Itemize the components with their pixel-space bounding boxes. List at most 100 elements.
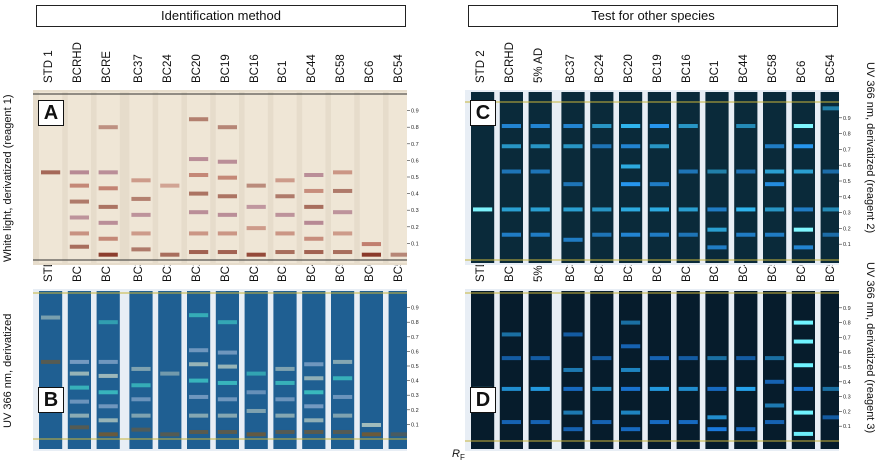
lane-a-4: [158, 92, 182, 263]
band-b-7-2: [246, 390, 266, 395]
band-c-1-3: [501, 144, 521, 149]
band-d-8-3: [707, 356, 727, 361]
band-c-8-1: [707, 227, 727, 232]
band-a-10-1: [333, 231, 353, 236]
band-a-8-4: [275, 178, 295, 183]
lane-label-c-0: STD 2: [475, 50, 487, 83]
rf-tick-label-a-3: 0.4: [411, 192, 419, 198]
band-a-2-4: [98, 186, 118, 191]
band-c-2-3: [530, 144, 550, 149]
band-c-4-3: [592, 124, 612, 129]
lane-c-5: [619, 92, 643, 263]
rf-tick-label-b-0: 0.1: [411, 422, 419, 428]
band-a-1-4: [69, 183, 89, 188]
band-d-2-1: [530, 386, 550, 391]
band-c-9-2: [736, 169, 756, 174]
band-b-6-5: [217, 350, 237, 355]
band-c-5-2: [621, 182, 641, 187]
lane-label-a-5: BC20: [191, 54, 203, 83]
band-b-5-1: [189, 413, 209, 418]
side-label-b: UV 366 nm, derivatized: [2, 313, 14, 428]
band-d-2-2: [530, 356, 550, 361]
rf-tick-label-c-1: 0.2: [843, 226, 851, 232]
lane-label-c-9: BC44: [738, 54, 751, 83]
band-b-8-0: [275, 429, 295, 434]
lane-a-7: [244, 92, 268, 263]
lane-c-11: [791, 92, 815, 263]
lane-label-a-8: BC1: [277, 60, 290, 83]
band-d-9-0: [736, 427, 756, 432]
plate-panel-d: [465, 289, 839, 451]
band-a-10-2: [333, 210, 353, 215]
rf-tick-label-d-7: 0.8: [843, 321, 851, 327]
lane-label-c-8: BC1: [709, 60, 722, 83]
band-c-8-0: [707, 245, 727, 250]
lane-d-1: [499, 291, 523, 449]
band-d-11-5: [793, 320, 813, 325]
band-a-6-5: [217, 159, 237, 164]
panel-letter-d: D: [470, 387, 496, 413]
header-identification-method: Identification method: [36, 5, 406, 27]
band-b-3-3: [131, 383, 151, 388]
band-b-6-4: [217, 364, 237, 369]
band-b-9-4: [304, 376, 324, 381]
band-b-8-2: [275, 397, 295, 402]
lane-a-11: [359, 92, 383, 263]
band-b-11-1: [361, 422, 381, 427]
band-c-4-1: [592, 207, 612, 212]
band-d-3-3: [563, 367, 583, 372]
band-c-8-2: [707, 207, 727, 212]
band-c-4-0: [592, 232, 612, 237]
side-label-d: UV 366 nm, derivatized (reagent 3): [864, 262, 876, 434]
band-c-6-4: [649, 124, 669, 129]
plate-panel-b: [33, 289, 407, 451]
band-b-9-2: [304, 404, 324, 409]
rf-tick-label-d-2: 0.3: [843, 395, 851, 401]
band-a-2-2: [98, 220, 118, 225]
rf-axis-label-main: R: [452, 448, 460, 460]
lane-label-a-6: BC19: [219, 54, 232, 83]
band-b-3-2: [131, 397, 151, 402]
band-a-9-2: [304, 220, 324, 225]
band-a-7-3: [246, 183, 266, 188]
band-d-5-5: [621, 320, 641, 325]
band-d-3-1: [563, 410, 583, 415]
band-a-7-0: [246, 252, 266, 257]
band-c-2-2: [530, 169, 550, 174]
band-a-2-3: [98, 204, 118, 209]
band-b-2-2: [98, 404, 118, 409]
band-c-10-0: [765, 232, 785, 237]
panel-letter-a: A: [38, 100, 64, 126]
lane-c-8: [705, 92, 729, 263]
lane-d-10: [763, 291, 787, 449]
band-a-8-0: [275, 250, 295, 255]
band-d-8-2: [707, 386, 727, 391]
band-d-11-3: [793, 363, 813, 368]
lane-b-1: [67, 291, 91, 449]
band-b-6-2: [217, 397, 237, 402]
band-b-12-0: [390, 432, 407, 437]
lane-d-7: [676, 291, 700, 449]
lane-d-11: [791, 291, 815, 449]
band-d-11-0: [793, 431, 813, 436]
band-a-3-1: [131, 231, 151, 236]
band-a-7-2: [246, 204, 266, 209]
band-c-3-0: [563, 237, 583, 242]
band-b-1-3: [69, 385, 89, 390]
lane-b-4: [158, 291, 182, 449]
band-d-10-0: [765, 420, 785, 425]
band-d-7-0: [678, 420, 698, 425]
lane-c-10: [763, 92, 787, 263]
band-d-2-0: [530, 420, 550, 425]
band-c-1-4: [501, 124, 521, 129]
band-a-1-0: [69, 244, 89, 249]
band-a-6-6: [217, 125, 237, 130]
lane-b-6: [215, 291, 239, 449]
lane-a-8: [273, 92, 297, 263]
lane-label-c-3: BC37: [565, 54, 578, 83]
lane-c-7: [676, 92, 700, 263]
lane-label-a-4: BC24: [162, 54, 175, 83]
band-d-11-1: [793, 410, 813, 415]
band-a-9-0: [304, 250, 324, 255]
band-d-1-2: [501, 356, 521, 361]
